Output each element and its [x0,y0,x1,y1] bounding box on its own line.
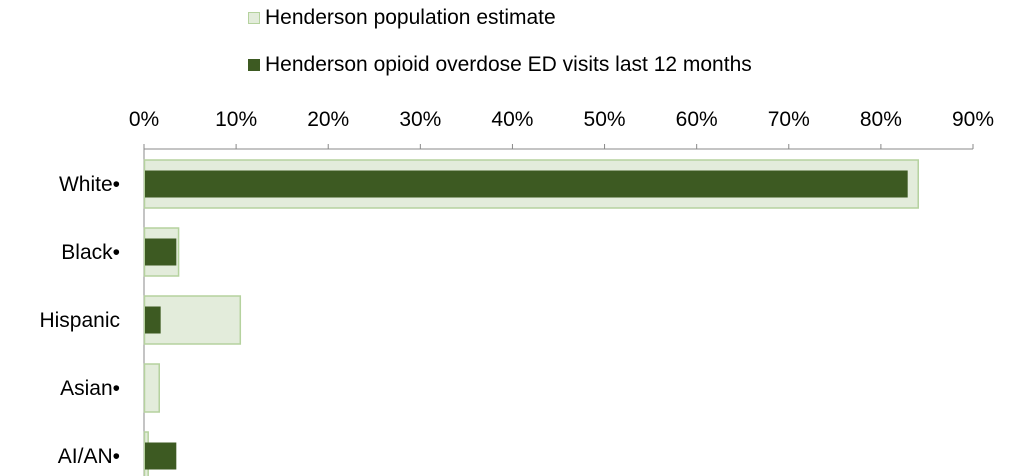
bar-ed-visits [145,306,161,334]
x-tick-label: 70% [768,108,810,131]
bar-ed-visits [145,170,908,198]
category-label: AI/AN• [58,445,120,468]
category-label: White• [59,173,120,196]
legend-swatch-ed-visits [248,59,260,71]
bar-ed-visits [145,442,177,470]
legend-item-population: Henderson population estimate [248,6,556,30]
x-tick-label: 20% [307,108,349,131]
legend-item-ed-visits: Henderson opioid overdose ED visits last… [248,53,752,77]
x-tick-label: 80% [860,108,902,131]
legend-label-ed-visits: Henderson opioid overdose ED visits last… [265,53,752,76]
bar-ed-visits [145,238,177,266]
category-label: Asian• [60,377,120,400]
legend-swatch-population [248,12,260,24]
x-tick-label: 30% [399,108,441,131]
category-label: Hispanic [39,309,120,332]
x-tick-label: 40% [491,108,533,131]
x-tick-label: 50% [584,108,626,131]
bar-population [143,363,160,413]
x-tick-label: 10% [215,108,257,131]
category-label: Black• [61,241,120,264]
x-tick-label: 0% [129,108,159,131]
x-tick-label: 90% [952,108,994,131]
x-tick-label: 60% [676,108,718,131]
legend-label-population: Henderson population estimate [265,6,556,29]
